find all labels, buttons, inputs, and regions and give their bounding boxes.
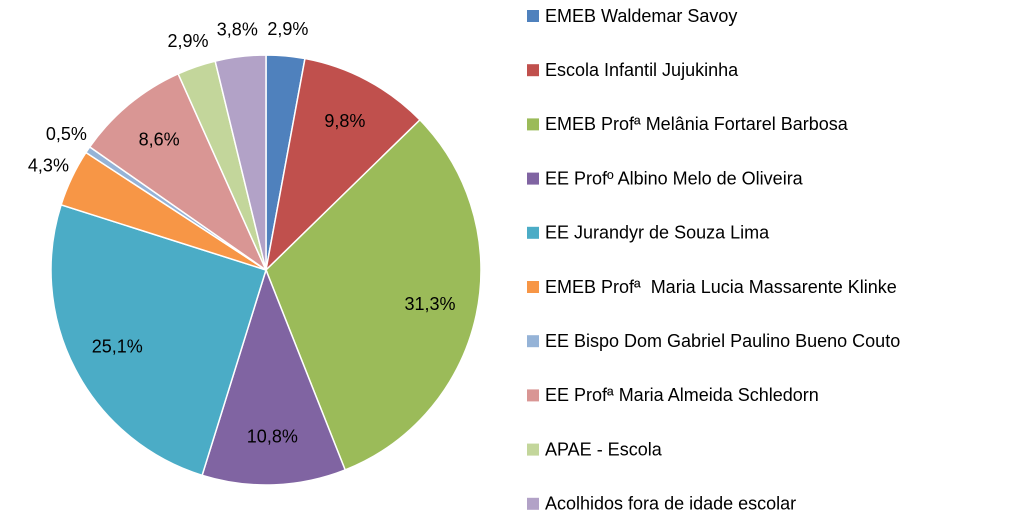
- pie-slice: [50, 203, 267, 477]
- legend-swatch: [527, 118, 539, 131]
- legend-swatch: [527, 497, 539, 510]
- slice-label: 9,8%: [324, 111, 365, 131]
- slice-label: 31,3%: [404, 294, 455, 314]
- pie-slice: [88, 72, 268, 273]
- legend-label: EE Profª Maria Almeida Schledorn: [545, 385, 819, 405]
- pie-slice: [264, 57, 421, 273]
- legend-swatch: [527, 335, 539, 348]
- slice-label: 10,8%: [247, 426, 298, 446]
- legend-label: Escola Infantil Jujukinha: [545, 60, 739, 80]
- legend-label: EMEB Profª Maria Lucia Massarente Klinke: [545, 277, 897, 297]
- legend-swatch: [527, 64, 539, 77]
- slice-label: 8,6%: [139, 130, 180, 150]
- slice-label: 25,1%: [92, 336, 143, 356]
- pie-slice: [265, 118, 482, 471]
- legend-label: EMEB Waldemar Savoy: [545, 6, 737, 26]
- pie-slice: [201, 267, 347, 486]
- legend-label: APAE - Escola: [545, 439, 663, 459]
- legend-label: EE Profº Albino Melo de Oliveira: [545, 168, 804, 188]
- legend-swatch: [527, 281, 539, 293]
- legend-label: EE Jurandyr de Souza Lima: [545, 223, 770, 243]
- pie-slice: [214, 54, 267, 271]
- legend-swatch: [527, 443, 539, 456]
- slice-label: 0,5%: [46, 124, 87, 144]
- legend-swatch: [527, 10, 539, 22]
- legend-swatch: [527, 389, 539, 402]
- slice-label: 2,9%: [167, 31, 208, 51]
- slice-label: 4,3%: [28, 156, 69, 176]
- legend-label: EMEB Profª Melânia Fortarel Barbosa: [545, 114, 849, 134]
- legend-label: Acolhidos fora de idade escolar: [545, 494, 796, 512]
- slice-label: 3,8%: [217, 20, 258, 40]
- legend-label: EE Bispo Dom Gabriel Paulino Bueno Couto: [545, 331, 900, 351]
- legend-swatch: [527, 226, 539, 239]
- slice-label: 2,9%: [267, 19, 308, 39]
- legend-swatch: [527, 172, 539, 185]
